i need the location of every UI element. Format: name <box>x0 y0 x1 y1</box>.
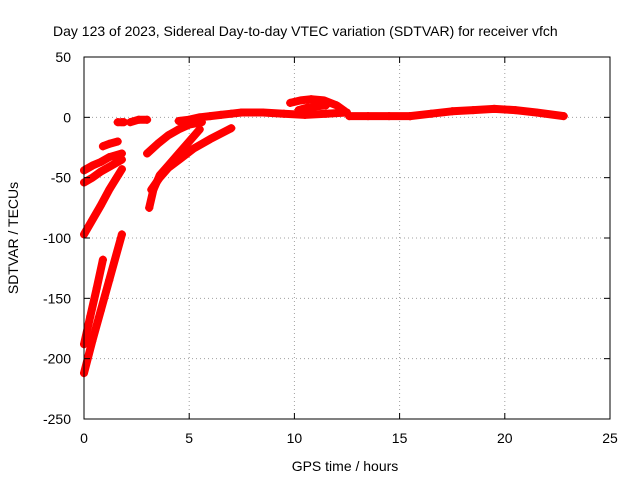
y-tick-label: -100 <box>43 230 71 246</box>
data-point <box>490 104 499 113</box>
data-point <box>143 149 152 158</box>
data-point <box>311 102 320 111</box>
data-track-arc-13 <box>237 108 351 119</box>
data-point <box>294 106 303 115</box>
data-point <box>92 284 101 293</box>
data-point <box>105 153 114 162</box>
data-point <box>113 137 122 146</box>
data-point <box>332 101 341 110</box>
data-point <box>469 106 478 115</box>
data-point <box>189 144 198 153</box>
data-point <box>105 185 114 194</box>
data-point <box>206 112 215 121</box>
data-point <box>105 276 114 285</box>
data-point <box>195 113 204 122</box>
data-point <box>345 112 354 121</box>
data-point <box>153 139 162 148</box>
data-point <box>340 107 349 116</box>
x-tick-label: 20 <box>497 430 513 446</box>
data-point <box>88 336 97 345</box>
y-tick-label: -250 <box>43 411 71 427</box>
data-point <box>176 154 185 163</box>
data-point <box>406 112 415 121</box>
data-point <box>174 116 183 125</box>
data-point <box>164 164 173 173</box>
data-point <box>227 109 236 118</box>
y-tick-label: -150 <box>43 290 71 306</box>
data-point <box>134 115 143 124</box>
x-axis-label: GPS time / hours <box>292 458 399 474</box>
y-axis-label: SDTVAR / TECUs <box>5 182 21 294</box>
axis-ticks: 0 5 10 15 20 25 -250 -200 -150 -100 -50 0 50 <box>43 49 618 446</box>
data-point <box>96 167 105 176</box>
data-point <box>126 118 135 127</box>
data-point <box>427 109 436 118</box>
data-point <box>98 142 107 151</box>
data-point <box>227 124 236 133</box>
data-point <box>206 135 215 144</box>
data-point <box>279 109 288 118</box>
data-point <box>559 112 568 121</box>
data-point <box>107 161 116 170</box>
data-track-arc-15 <box>294 101 330 115</box>
data-layer <box>80 95 568 378</box>
data-point <box>174 125 183 134</box>
data-point <box>216 110 225 119</box>
data-point <box>96 157 105 166</box>
data-point <box>511 106 520 115</box>
y-tick-label: -200 <box>43 351 71 367</box>
data-point <box>98 255 107 264</box>
data-point <box>364 112 373 121</box>
x-tick-label: 0 <box>80 430 88 446</box>
data-point <box>258 108 267 117</box>
data-point <box>117 155 126 164</box>
data-point <box>532 108 541 117</box>
x-tick-label: 25 <box>602 430 618 446</box>
data-point <box>96 306 105 315</box>
y-tick-label: -50 <box>51 170 71 186</box>
data-point <box>185 115 194 124</box>
data-point <box>147 185 156 194</box>
data-point <box>143 115 152 124</box>
x-tick-label: 5 <box>185 430 193 446</box>
y-tick-label: 50 <box>55 49 71 65</box>
data-point <box>321 101 330 110</box>
chart-title: Day 123 of 2023, Sidereal Day-to-day VTE… <box>53 23 558 39</box>
data-point <box>145 203 154 212</box>
data-point <box>88 161 97 170</box>
data-point <box>385 112 394 121</box>
data-point <box>307 95 316 104</box>
data-point <box>296 96 305 105</box>
data-point <box>195 125 204 134</box>
data-point <box>117 165 126 174</box>
data-point <box>286 98 295 107</box>
data-point <box>164 131 173 140</box>
data-point <box>86 312 95 321</box>
data-point <box>117 230 126 239</box>
data-point <box>155 173 164 182</box>
data-point <box>237 108 246 117</box>
data-point <box>185 137 194 146</box>
data-point <box>448 107 457 116</box>
data-point <box>321 109 330 118</box>
y-tick-label: 0 <box>63 109 71 125</box>
data-track-arc-17 <box>406 104 568 121</box>
data-point <box>105 139 114 148</box>
data-point <box>96 201 105 210</box>
x-tick-label: 10 <box>287 430 303 446</box>
data-point <box>88 215 97 224</box>
x-tick-label: 15 <box>392 430 408 446</box>
data-point <box>303 103 312 112</box>
data-track-arc-4 <box>80 255 107 349</box>
